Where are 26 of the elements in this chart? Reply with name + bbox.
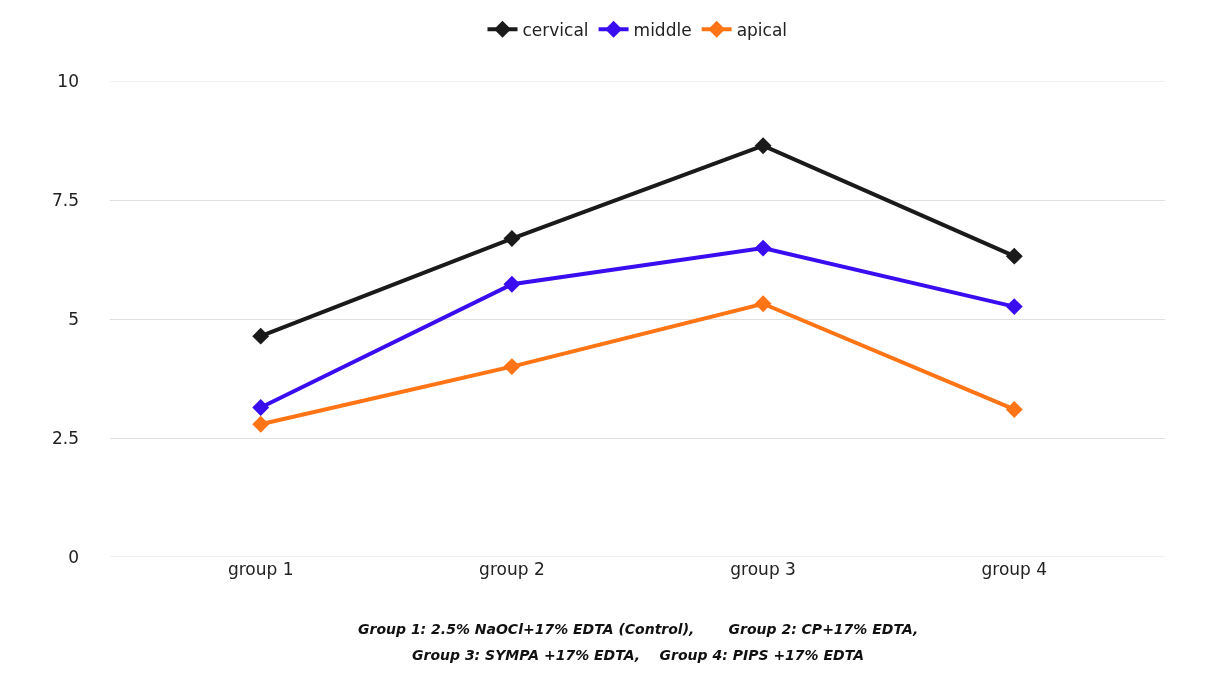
point (252, 327, 270, 345)
y-tick-label: 0 (68, 546, 79, 567)
point (252, 399, 270, 416)
y-tick-label: 10 (57, 70, 79, 91)
point (503, 275, 521, 293)
x-tick-label: group 3 (730, 559, 796, 579)
y-tick-label: 2.5 (51, 427, 79, 448)
point (1005, 400, 1023, 418)
point (754, 137, 772, 155)
y-tick-label: 5 (68, 308, 79, 329)
legend-label: apical (736, 19, 788, 40)
point (754, 295, 772, 313)
text: Group 3: SYMPA +17% EDTA, Group 4: PIPS +17% EDTA (412, 647, 864, 663)
y-tick-label: 7.5 (51, 189, 79, 210)
x-tick-label: group 4 (981, 559, 1048, 579)
text: Group 1: 2.5% NaOCl+17% EDTA (Control), Group 2: CP+17% EDTA, (358, 621, 919, 637)
x-tick-label: group 1 (227, 559, 294, 579)
point (252, 415, 270, 433)
x-tick-label: group 2 (479, 559, 545, 579)
point (754, 239, 772, 257)
point (1005, 247, 1023, 265)
legend-label: cervical (522, 19, 589, 40)
point (503, 230, 521, 248)
point (503, 358, 521, 376)
point (1005, 298, 1023, 316)
legend-label: middle (633, 19, 692, 40)
